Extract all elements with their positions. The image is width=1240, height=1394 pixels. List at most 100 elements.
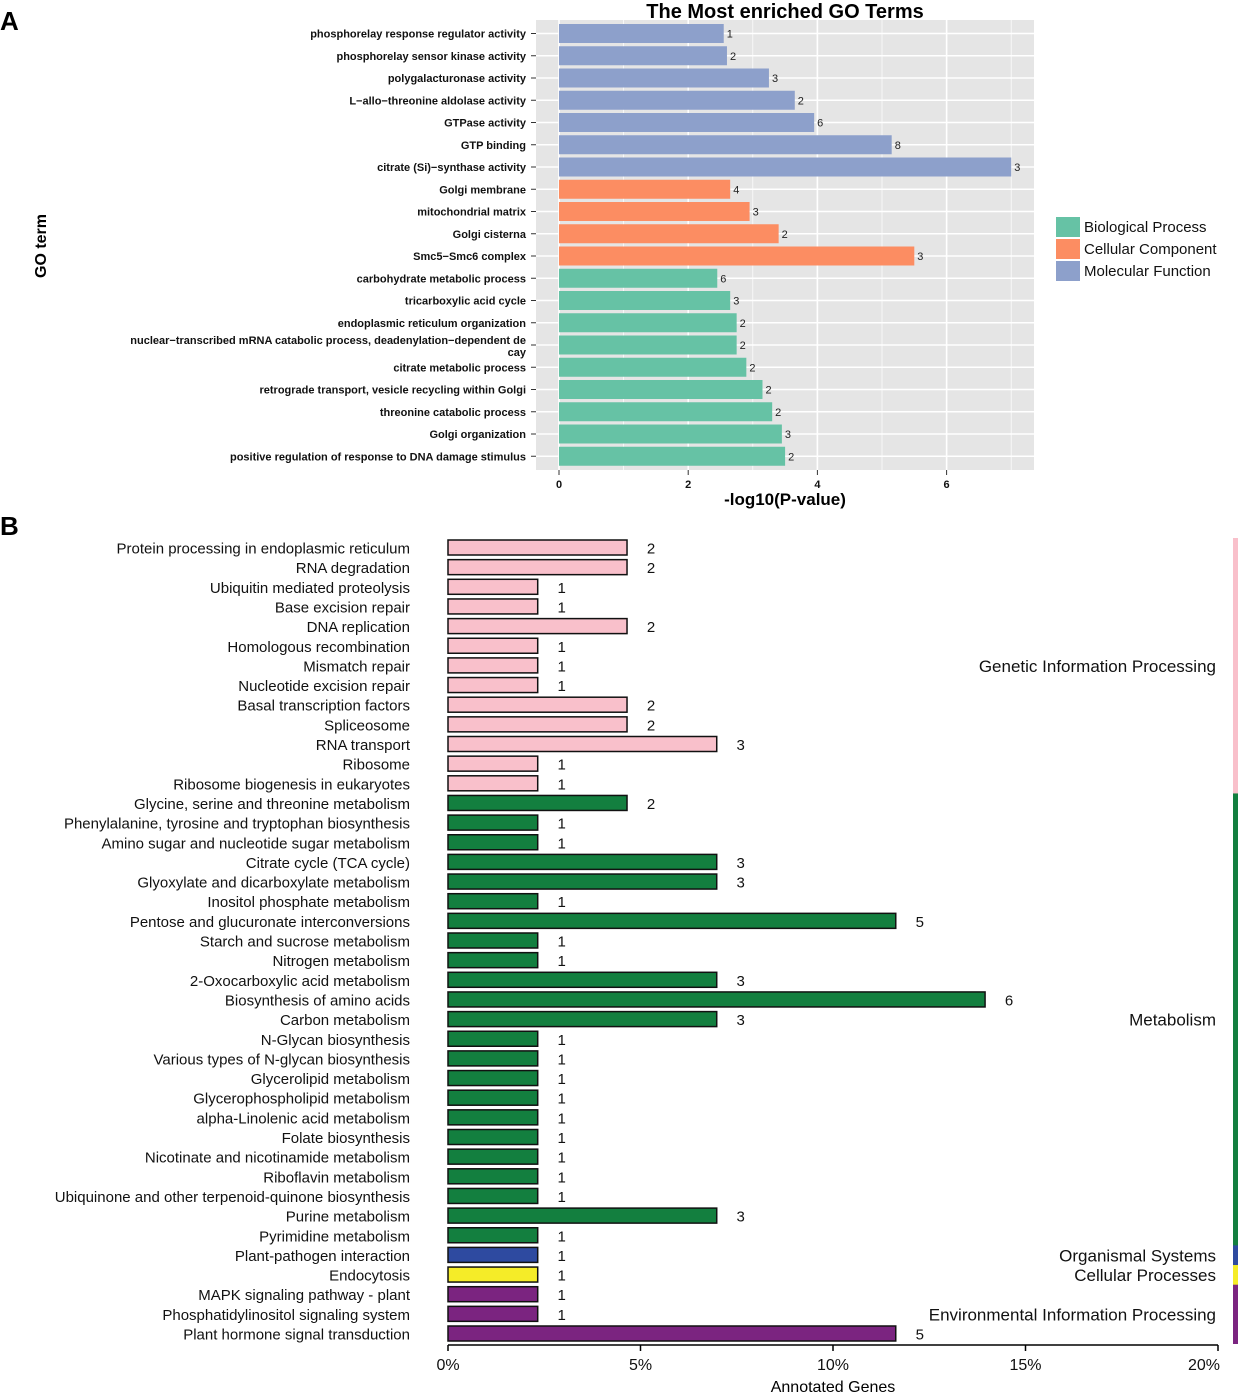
panel-label-b: B	[0, 511, 19, 541]
panel-b-y-tick-label: alpha-Linolenic acid metabolism	[197, 1110, 410, 1127]
panel-b-bar	[447, 853, 718, 871]
panel-a-legend-swatch	[1056, 261, 1080, 281]
panel-b-bar	[447, 1305, 539, 1323]
panel-a-legend-label: Molecular Function	[1084, 263, 1211, 280]
panel-b-group-label: Environmental Information Processing	[929, 1305, 1216, 1324]
panel-b-y-tick-label: RNA degradation	[296, 560, 410, 577]
panel-a-bar	[559, 24, 724, 43]
panel-a-y-axis-title: GO term	[33, 214, 50, 278]
panel-b-bar-count: 1	[558, 1228, 566, 1245]
panel-b-bar	[447, 932, 539, 949]
panel-b-bar-count: 1	[558, 835, 566, 852]
panel-a-bar	[559, 335, 737, 355]
panel-b-x-tick-label: 0%	[436, 1357, 459, 1374]
panel-b-y-tick-label: Pyrimidine metabolism	[259, 1228, 410, 1245]
panel-a-bar-count: 2	[765, 385, 771, 397]
panel-b-bar-count: 1	[558, 1287, 566, 1304]
panel-b-bar	[447, 1109, 539, 1126]
panel-b-y-tick-label: Plant hormone signal transduction	[183, 1327, 410, 1344]
panel-a-x-tick-label: 2	[685, 479, 691, 491]
panel-b-y-tick-label: DNA replication	[307, 619, 410, 636]
panel-b-bar	[447, 775, 539, 792]
panel-b-bar	[447, 578, 539, 596]
panel-b-y-tick-label: Glycerophospholipid metabolism	[193, 1091, 410, 1108]
panel-a-x-axis-title: -log10(P-value)	[724, 490, 846, 509]
panel-b-bar	[447, 971, 718, 989]
panel-b-bar	[447, 657, 539, 674]
panel-a-bar-count: 3	[785, 429, 791, 441]
panel-a-bar	[559, 179, 731, 199]
panel-b-y-tick-label: RNA transport	[316, 737, 411, 754]
panel-b-y-tick-label: Spliceosome	[324, 717, 410, 734]
panel-b-bar-count: 1	[558, 1189, 566, 1206]
panel-b-bar-count: 3	[737, 875, 745, 892]
panel-a-legend-label: Cellular Component	[1084, 241, 1217, 258]
panel-b-bar-count: 1	[558, 1091, 566, 1108]
panel-b-bar	[447, 735, 718, 753]
panel-b-bar	[447, 1325, 897, 1342]
panel-b-bar-count: 1	[558, 1032, 566, 1049]
panel-b-bar	[447, 873, 718, 890]
panel-b-y-tick-label: Starch and sucrose metabolism	[200, 934, 410, 951]
panel-b-y-tick-label: Pentose and glucuronate interconversions	[130, 914, 410, 931]
panel-b-bar-count: 2	[647, 560, 655, 577]
panel-b-bar	[447, 1187, 539, 1205]
panel-a-bar	[559, 291, 731, 310]
panel-b-bar-count: 1	[558, 1169, 566, 1186]
panel-a-y-tick-label: Golgi cisterna	[453, 229, 527, 241]
panel-b-bar	[447, 755, 539, 772]
panel-b-y-tick-label: Inositol phosphate metabolism	[207, 894, 410, 911]
panel-b-bar	[447, 1148, 539, 1165]
panel-b-bar	[447, 1207, 718, 1224]
panel-b-bar-count: 2	[647, 619, 655, 636]
panel-a-bar-count: 2	[749, 362, 755, 374]
panel-b-y-tick-label: 2-Oxocarboxylic acid metabolism	[190, 973, 410, 990]
panel-a-y-tick-label: Smc5−Smc6 complex	[413, 251, 527, 263]
panel-b-bar	[447, 1285, 539, 1303]
panel-b-bar-count: 3	[737, 855, 745, 872]
panel-a-bar	[559, 380, 763, 399]
panel-b-bar	[447, 912, 897, 930]
panel-b-y-tick-label: Glyoxylate and dicarboxylate metabolism	[137, 875, 410, 892]
panel-a-bar	[559, 224, 779, 244]
panel-a-y-tick-label: threonine catabolic process	[380, 407, 526, 419]
panel-b-x-tick-label: 15%	[1009, 1357, 1041, 1374]
panel-b-y-tick-label: Base excision repair	[275, 599, 410, 616]
panel-a-bar	[559, 135, 892, 155]
panel-b-bar	[447, 1089, 539, 1106]
panel-a-bar-count: 3	[917, 251, 923, 263]
panel-b-bar-count: 1	[558, 1051, 566, 1068]
panel-b-x-ticks: 0% 5% 10% 15% 20%	[436, 1345, 1220, 1374]
panel-b-bar-count: 3	[737, 737, 745, 754]
panel-b-x-axis-title: Annotated Genes	[771, 1379, 896, 1394]
panel-a-bar-count: 2	[782, 229, 788, 241]
panel-b-bar	[447, 1227, 539, 1244]
panel-a-bar	[559, 202, 750, 221]
panel-a-y-tick-label: citrate (Si)−synthase activity	[377, 162, 527, 174]
panel-a-y-tick-label: retrograde transport, vesicle recycling …	[259, 385, 526, 397]
panel-b-y-tick-label: Protein processing in endoplasmic reticu…	[117, 541, 410, 558]
panel-b-bar-count: 1	[558, 894, 566, 911]
panel-b-group-stripe	[1233, 1265, 1238, 1286]
panel-a-legend-swatch	[1056, 217, 1080, 237]
panel-a-y-tick-label-cont: cay	[508, 347, 527, 359]
panel-b-bar-count: 3	[737, 1012, 745, 1029]
panel-b-bar	[447, 637, 539, 654]
panel-a-y-tick-label: Golgi membrane	[439, 184, 526, 196]
panel-a-bar	[559, 402, 773, 422]
panel-b-y-tick-label: Nucleotide excision repair	[238, 678, 410, 695]
panel-a-bar	[559, 424, 782, 444]
panel-b-y-tick-label: Ubiquinone and other terpenoid-quinone b…	[55, 1189, 410, 1206]
panel-a-bar	[559, 446, 786, 466]
panel-b-bar	[447, 814, 539, 831]
panel-b-bar-count: 1	[558, 816, 566, 833]
panel-b-bar-count: 6	[1005, 992, 1013, 1009]
panel-a-bar	[559, 68, 769, 88]
panel-b-group-stripe	[1233, 1245, 1238, 1266]
panel-b-group-stripe	[1233, 538, 1238, 794]
panel-b-y-tick-label: Phenylalanine, tyrosine and tryptophan b…	[64, 816, 410, 833]
panel-b-bar-count: 1	[558, 658, 566, 675]
panel-b-bar-count: 2	[647, 698, 655, 715]
panel-a-bar	[559, 46, 727, 66]
